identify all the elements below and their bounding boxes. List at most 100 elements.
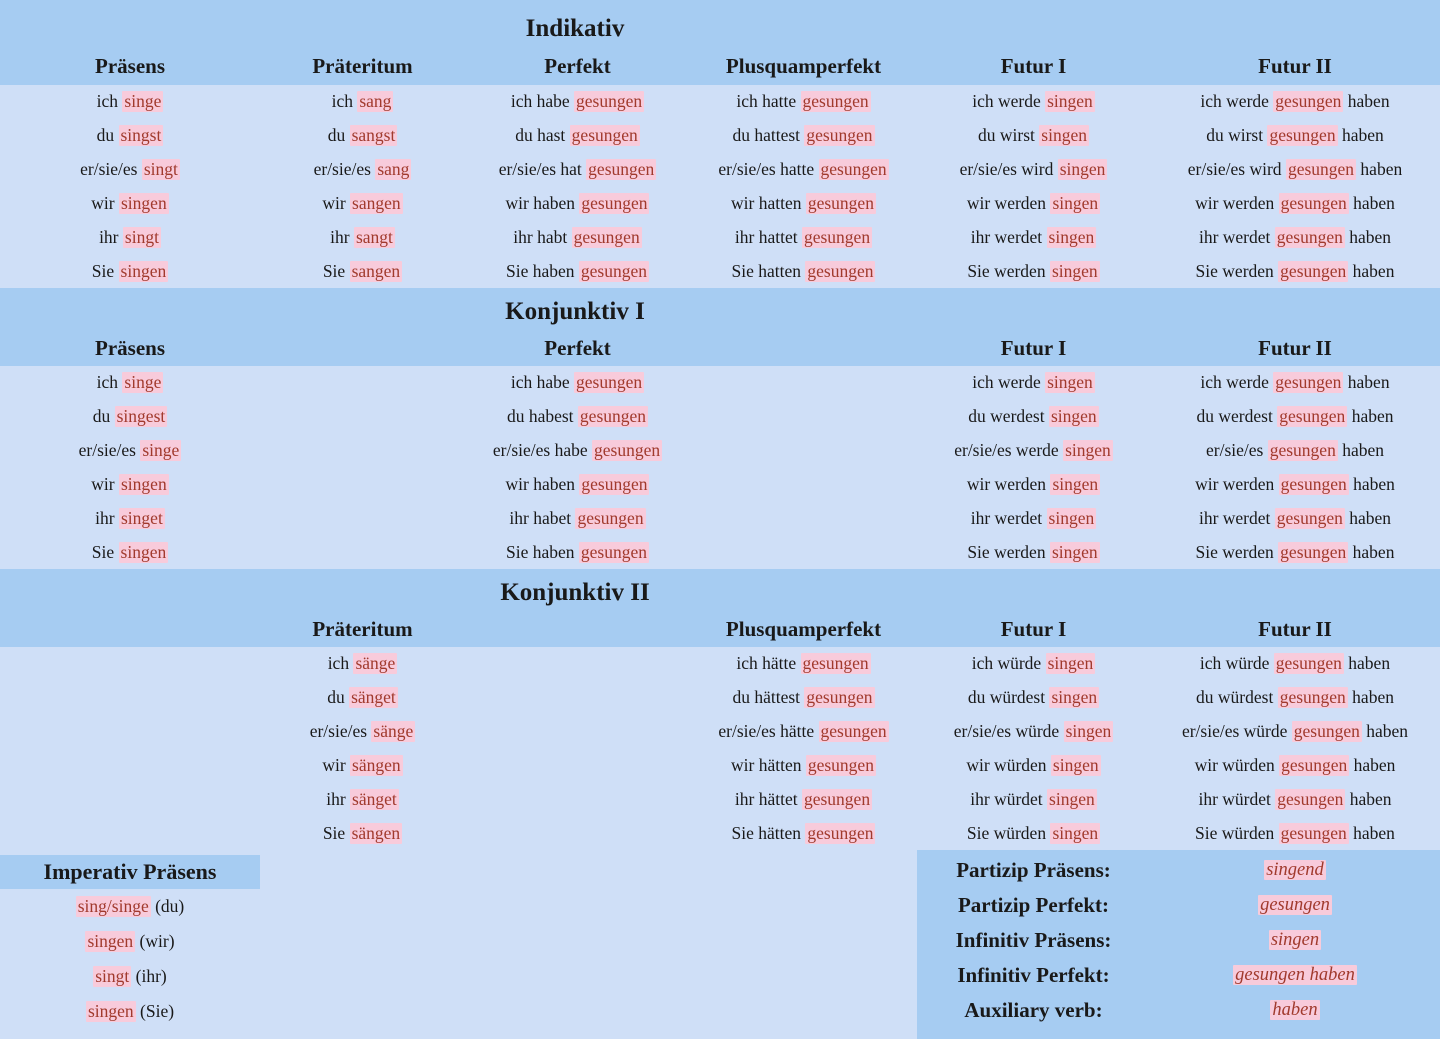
conjugation-cell: wir würden singen [917,748,1150,782]
conjugation-cell: du werdest singen [917,400,1150,434]
conjugation-cell: Sie werden gesungen haben [1150,254,1440,288]
text-segment: ihr [326,788,351,809]
verb-form-highlight: gesungen [1275,788,1346,810]
conjugation-cell: du sangst [260,119,465,153]
verb-form-highlight: singen [1063,440,1113,462]
text-segment: haben [1348,192,1395,213]
verb-form-highlight: haben [1270,1000,1320,1020]
conjugation-cell: ich würde gesungen haben [1150,647,1440,681]
column-header: Plusquamperfekt [725,54,882,78]
verb-form-highlight: gesungen [578,541,649,563]
verb-form-highlight: gesungen [1277,687,1348,709]
section-indikativ-band: Indikativ Präsens Präteritum Perfekt Plusqu… [0,0,1440,85]
section-konjunktiv-1-band: Konjunktiv I Präsens Perfekt Futur I Futur … [0,288,1440,366]
text-segment: ich hatte [736,91,801,112]
text-segment: haben [1348,541,1395,562]
text-segment: er/sie/es werde [954,440,1064,461]
text-segment: ich würde [971,653,1046,674]
text-segment: haben [1343,372,1390,393]
text-segment: du hattest [732,125,805,146]
verb-form-highlight: sängen [349,822,403,844]
text-segment: du wirst [1206,125,1268,146]
section-indikativ: Indikativ Präsens Präteritum Perfekt Plusqu… [0,0,1440,288]
verb-form-highlight: sänget [349,687,398,709]
column-header: Plusquamperfekt [725,616,882,641]
conjugation-cell: ich werde gesungen haben [1150,366,1440,400]
verb-form-highlight: sangen [349,260,403,282]
text-segment: ihr werdet [970,226,1047,247]
text-segment: ihr hättet [734,788,802,809]
conjugation-cell: er/sie/es sänge [260,715,465,749]
conjugation-cell: er/sie/es singt [0,153,260,187]
text-segment: ihr hattet [734,226,802,247]
text-segment: ihr habet [509,507,576,528]
summary-label: Partizip Perfekt: [957,893,1109,917]
section-title: Konjunktiv II [500,579,650,606]
verb-form-highlight: gesungen [801,788,873,810]
conjugation-cell: er/sie/es würde gesungen haben [1150,715,1440,749]
column-header: Präteritum [312,54,413,78]
verb-form-highlight: singen [118,260,169,282]
verb-form-highlight: gesungen [818,159,889,181]
verb-form-highlight: gesungen [800,91,871,113]
verb-form-highlight: singen [1045,91,1095,113]
text-segment: haben [1345,788,1392,809]
text-segment: Sie hatten [731,260,806,281]
text-segment: haben [1348,260,1395,281]
text-segment: haben [1337,440,1384,461]
summary-label: Infinitiv Perfekt: [957,963,1110,987]
section-konjunktiv-2: Konjunktiv II Präteritum Plusquamperfekt F… [0,569,1440,850]
summary-row: Partizip Präsens: singend [917,853,1440,888]
conjugation-cell: ihr werdet singen [917,220,1150,254]
conjugation-cell: du singst [0,119,260,153]
nonfinite-panel: Partizip Präsens: singend Partizip Perfekt… [917,850,1440,1039]
text-segment: wir [322,192,351,213]
text-segment: ich [96,91,123,112]
conjugation-cell: wir werden gesungen haben [1150,467,1440,501]
text-segment: (Sie) [135,1001,175,1021]
conjugation-cell: wir hatten gesungen [690,186,917,220]
conjugation-cell: Sie würden singen [917,816,1150,850]
conjugation-cell: ihr hattet gesungen [690,220,917,254]
text-segment: Sie [322,260,350,281]
text-segment: er/sie/es [313,159,376,180]
text-segment: er/sie/es hatte [718,159,819,180]
verb-form-highlight: singen [1046,507,1097,529]
section-title: Indikativ [525,15,625,42]
column-header: Futur I [1000,54,1067,78]
text-segment: ich würde [1199,653,1274,674]
verb-form-highlight: gesungen [818,721,889,743]
imperativ-row: singt (ihr) [0,959,260,994]
text-segment: ihr [330,226,354,247]
verb-form-highlight: gesungen haben [1233,965,1357,985]
text-segment: haben [1347,406,1394,427]
text-segment: wir [322,754,351,775]
conjugation-cell: wir werden singen [917,467,1150,501]
verb-form-highlight: singet [119,507,165,529]
verb-form-highlight: gesungen [805,754,876,776]
conjugation-cell: er/sie/es habe gesungen [465,434,690,468]
verb-form-highlight: singen [1049,260,1100,282]
text-segment: haben [1344,226,1392,247]
text-segment: Sie werden [967,541,1050,562]
verb-form-highlight: gesungen [1274,507,1345,529]
conjugation-cell: ihr werdet gesungen haben [1150,220,1440,254]
conjugation-cell: wir haben gesungen [465,186,690,220]
conjugation-cell: du werdest gesungen haben [1150,400,1440,434]
text-segment: du wirst [978,125,1040,146]
text-segment: ich [327,653,354,674]
text-segment: Sie werden [1195,260,1279,281]
column-header: Futur I [1000,616,1067,641]
conjugation-cell: ich singe [0,85,260,119]
verb-form-highlight: gesungen [579,473,650,495]
text-segment: haben [1344,507,1392,528]
verb-form-highlight: gesungen [1273,653,1344,675]
text-segment: haben [1348,473,1395,494]
text-segment: du würdest [967,687,1050,708]
verb-form-highlight: singen [1057,159,1108,181]
conjugation-cell: wir sängen [260,748,465,782]
conjugation-cell: ihr sänget [260,782,465,816]
verb-form-highlight: singe [140,440,182,462]
verb-form-highlight: singen [1045,372,1095,394]
text-segment: du würdest [1196,687,1278,708]
